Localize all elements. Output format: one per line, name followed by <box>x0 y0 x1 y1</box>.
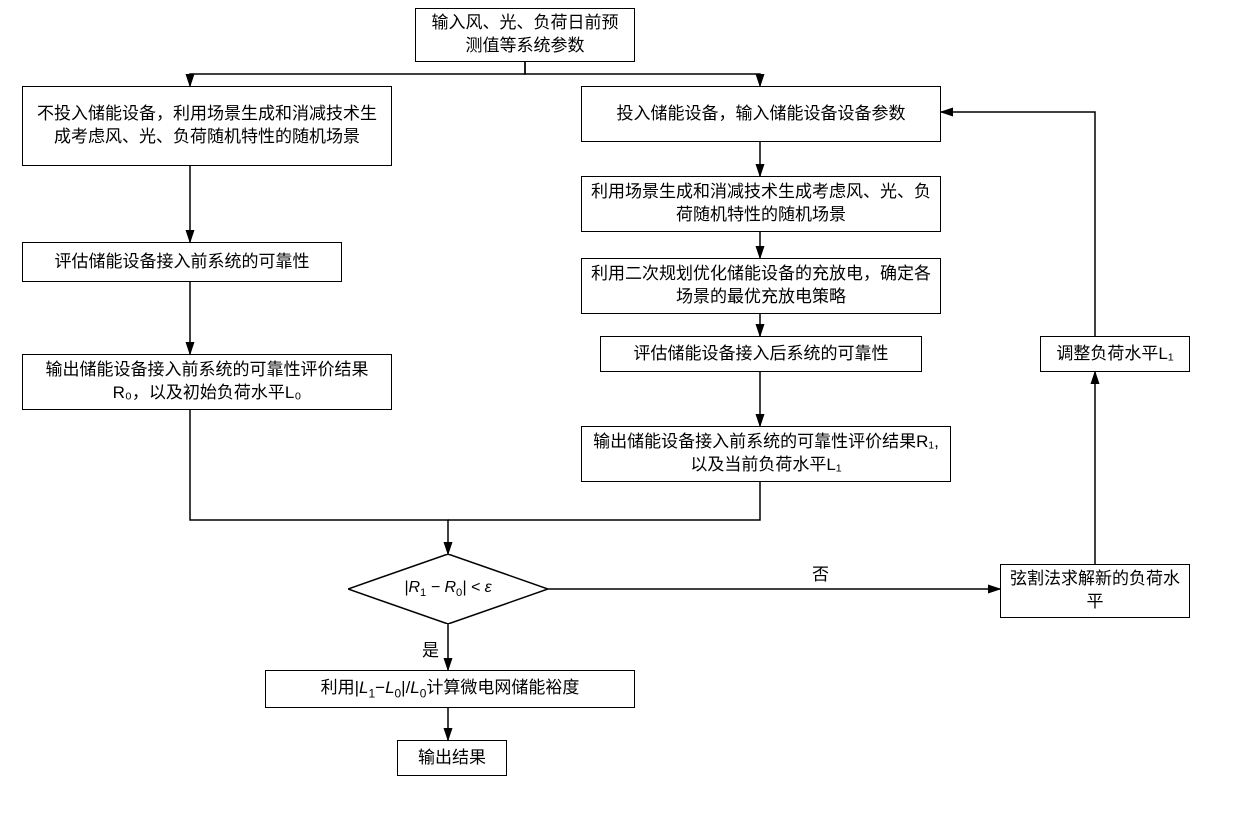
node-adjust: 调整负荷水平L₁ <box>1040 336 1190 372</box>
node-right5: 输出储能设备接入前系统的可靠性评价结果R₁,以及当前负荷水平L₁ <box>581 426 951 482</box>
decision-diamond <box>348 554 548 624</box>
node-left1: 不投入储能设备，利用场景生成和消减技术生成考虑风、光、负荷随机特性的随机场景 <box>22 86 392 166</box>
edge-label-yes: 是 <box>420 636 441 661</box>
edge-label-no: 否 <box>810 560 831 585</box>
node-output: 输出结果 <box>397 740 507 776</box>
node-start: 输入风、光、负荷日前预测值等系统参数 <box>415 8 635 62</box>
node-formula: 利用|L1−L0|/L0计算微电网储能裕度 <box>265 670 635 708</box>
node-right2: 利用场景生成和消减技术生成考虑风、光、负荷随机特性的随机场景 <box>581 176 941 232</box>
node-left3: 输出储能设备接入前系统的可靠性评价结果R₀，以及初始负荷水平L₀ <box>22 354 392 410</box>
node-secant: 弦割法求解新的负荷水平 <box>1000 564 1190 618</box>
node-right4: 评估储能设备接入后系统的可靠性 <box>600 336 922 372</box>
node-right3: 利用二次规划优化储能设备的充放电，确定各场景的最优充放电策略 <box>581 258 941 314</box>
node-left2: 评估储能设备接入前系统的可靠性 <box>22 242 342 282</box>
node-right1: 投入储能设备，输入储能设备设备参数 <box>581 86 941 142</box>
